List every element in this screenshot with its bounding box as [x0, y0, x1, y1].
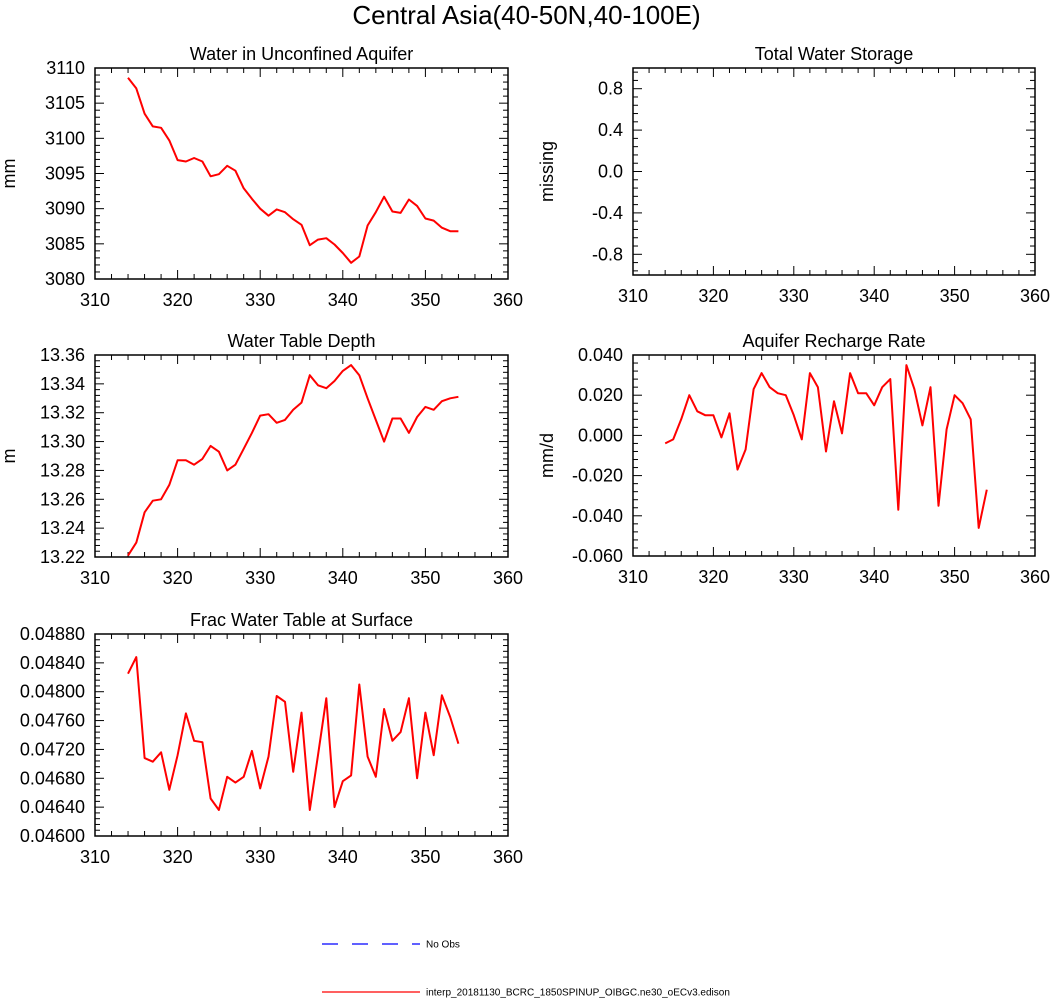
series-line	[127, 656, 460, 811]
x-tick-label: 330	[245, 847, 275, 867]
legend: No Obs interp_20181130_BCRC_1850SPINUP_O…	[322, 940, 730, 998]
x-tick-label: 350	[940, 286, 970, 306]
x-tick-label: 360	[1020, 567, 1050, 587]
x-tick-label: 360	[493, 290, 523, 310]
x-tick-label: 350	[410, 847, 440, 867]
x-tick-label: 350	[410, 290, 440, 310]
panel-title: Frac Water Table at Surface	[190, 610, 413, 630]
x-tick-label: 310	[80, 847, 110, 867]
y-tick-label: 13.32	[40, 403, 85, 423]
y-tick-label: 0.04760	[20, 711, 85, 731]
x-tick-label: 340	[328, 290, 358, 310]
y-tick-label: 3090	[45, 199, 85, 219]
y-tick-label: -0.8	[592, 244, 623, 264]
x-tick-label: 310	[80, 568, 110, 588]
x-tick-label: 320	[698, 286, 728, 306]
y-tick-label: 3095	[45, 164, 85, 184]
y-tick-label: 13.24	[40, 518, 85, 538]
x-tick-label: 310	[80, 290, 110, 310]
x-tick-label: 320	[163, 568, 193, 588]
plot-frame	[632, 354, 1036, 557]
y-tick-label: 0.04800	[20, 682, 85, 702]
x-tick-label: 360	[493, 847, 523, 867]
y-tick-label: 0.04640	[20, 797, 85, 817]
panel-aquifer-recharge-rate: Aquifer Recharge Rate mm/d 310 320 330 340 350…	[537, 331, 1050, 587]
y-tick-label: 0.040	[578, 345, 623, 365]
y-tick-label: 13.34	[40, 374, 85, 394]
y-tick-label: 0.4	[598, 120, 623, 140]
y-tick-label: 3110	[46, 58, 85, 78]
plot-frame	[94, 633, 509, 837]
y-tick-label: -0.060	[572, 546, 623, 566]
y-tick-label: -0.4	[592, 203, 623, 223]
x-tick-label: 320	[163, 847, 193, 867]
y-axis-label: missing	[537, 141, 557, 202]
y-tick-label: 0.04840	[20, 653, 85, 673]
y-tick-label: 13.26	[40, 489, 85, 509]
plot-frame	[632, 67, 1036, 276]
y-tick-label: 0.04680	[20, 768, 85, 788]
figure-title: Central Asia(40-50N,40-100E)	[352, 0, 701, 30]
x-tick-label: 350	[410, 568, 440, 588]
x-tick-label: 320	[163, 290, 193, 310]
y-tick-label: 0.04880	[20, 624, 85, 644]
x-tick-label: 310	[618, 286, 648, 306]
series-line	[127, 364, 459, 557]
y-axis-label: m	[0, 449, 19, 464]
series-line	[664, 364, 988, 529]
panel-water-in-unconfined-aquifer: Water in Unconfined Aquifer mm 310 320 330 34…	[0, 44, 523, 310]
x-tick-label: 330	[779, 286, 809, 306]
panel-water-table-depth: Water Table Depth m 310 320 330 340 350 360 13.2…	[0, 331, 523, 588]
y-tick-label: 0.020	[578, 385, 623, 405]
x-tick-label: 330	[779, 567, 809, 587]
x-tick-label: 340	[859, 567, 889, 587]
plot-frame	[94, 67, 509, 280]
y-tick-label: -0.040	[572, 506, 623, 526]
panel-title: Water Table Depth	[227, 331, 375, 351]
legend-label-no-obs: No Obs	[426, 940, 460, 951]
panel-frac-water-table-at-surface: Frac Water Table at Surface 310 320 330 340 3…	[20, 610, 523, 867]
y-tick-label: 13.28	[40, 460, 85, 480]
x-tick-label: 330	[245, 290, 275, 310]
y-tick-label: -0.020	[572, 466, 623, 486]
y-tick-label: 3105	[45, 93, 85, 113]
x-tick-label: 320	[698, 567, 728, 587]
y-tick-label: 0.04600	[20, 826, 85, 846]
y-axis-label: mm	[0, 159, 19, 189]
y-tick-label: 0.000	[578, 425, 623, 445]
x-tick-label: 340	[859, 286, 889, 306]
y-tick-label: 13.36	[40, 345, 85, 365]
y-tick-label: 0.0	[598, 162, 623, 182]
series-line	[127, 77, 459, 264]
x-tick-label: 330	[245, 568, 275, 588]
y-tick-label: 3085	[45, 234, 85, 254]
y-tick-label: 13.22	[40, 547, 85, 567]
y-tick-label: 3100	[45, 128, 85, 148]
y-tick-label: 0.04720	[20, 739, 85, 759]
x-tick-label: 350	[940, 567, 970, 587]
x-tick-label: 340	[328, 847, 358, 867]
plot-frame	[94, 354, 509, 558]
panel-title: Water in Unconfined Aquifer	[190, 44, 413, 64]
panel-title: Aquifer Recharge Rate	[742, 331, 925, 351]
panel-total-water-storage: Total Water Storage missing 310 320 330 340 35…	[537, 44, 1050, 306]
legend-label-model: interp_20181130_BCRC_1850SPINUP_OIBGC.ne…	[426, 988, 730, 998]
x-tick-label: 310	[618, 567, 648, 587]
y-axis-label: mm/d	[537, 433, 557, 478]
x-tick-label: 340	[328, 568, 358, 588]
panel-title: Total Water Storage	[755, 44, 913, 64]
y-tick-label: 3080	[45, 269, 85, 289]
y-tick-label: 13.30	[40, 432, 85, 452]
x-tick-label: 360	[493, 568, 523, 588]
y-tick-label: 0.8	[598, 79, 623, 99]
x-tick-label: 360	[1020, 286, 1050, 306]
